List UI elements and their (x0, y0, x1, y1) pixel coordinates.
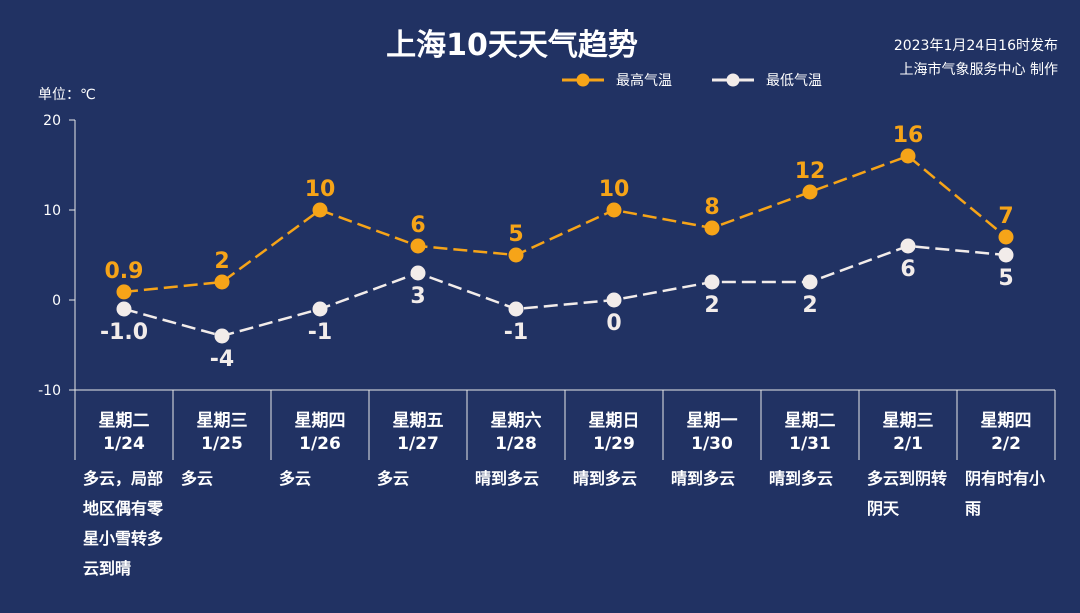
low-temp-point (606, 292, 622, 308)
day-weather: 多云 (181, 469, 214, 488)
unit-label: 单位：℃ (38, 87, 96, 103)
y-tick-label: -10 (38, 383, 61, 399)
day-weekday: 星期四 (294, 411, 346, 431)
high-temp-point (900, 148, 916, 164)
day-date: 1/24 (103, 434, 145, 454)
low-temp-point (998, 247, 1014, 263)
day-date: 1/27 (397, 434, 439, 454)
low-temp-label: 6 (900, 257, 915, 282)
day-weather: 晴到多云 (769, 469, 834, 488)
chart-title: 上海10天天气趋势 (386, 28, 638, 63)
low-temp-line (123, 244, 1007, 338)
day-weather: 晴到多云 (475, 469, 540, 488)
y-tick-label: 10 (43, 203, 61, 219)
low-temp-label: 2 (802, 293, 817, 318)
high-temp-label: 12 (795, 159, 826, 184)
high-temp-label: 7 (998, 204, 1013, 229)
y-tick-label: 0 (52, 293, 61, 309)
day-weekday: 星期二 (784, 411, 836, 431)
low-temp-point (410, 265, 426, 281)
high-temp-point (508, 247, 524, 263)
day-weather: 晴到多云 (573, 469, 638, 488)
issue-info: 2023年1月24日16时发布 上海市气象服务中心 制作 (894, 34, 1058, 82)
high-temp-point (410, 238, 426, 254)
low-temp-point (900, 238, 916, 254)
day-date: 2/2 (991, 434, 1021, 454)
high-temp-label: 8 (704, 195, 719, 220)
low-temp-point (802, 274, 818, 290)
low-temp-label: -1 (504, 320, 528, 345)
day-date: 1/28 (495, 434, 537, 454)
low-temp-point (116, 301, 132, 317)
low-temp-point (508, 301, 524, 317)
legend-high-label: 最高气温 (616, 73, 672, 89)
high-temp-label: 10 (599, 177, 630, 202)
low-temp-label: -4 (210, 347, 234, 372)
legend-low-line-icon (712, 73, 754, 87)
issuer: 上海市气象服务中心 制作 (899, 62, 1058, 78)
day-date: 1/25 (201, 434, 243, 454)
low-temp-label: 3 (410, 284, 425, 309)
day-weather: 晴到多云 (671, 469, 736, 488)
y-tick-label: 20 (43, 113, 61, 129)
day-date: 1/26 (299, 434, 341, 454)
high-temp-point (312, 202, 328, 218)
low-temp-point (312, 301, 328, 317)
high-temp-point (116, 284, 132, 300)
day-date: 1/29 (593, 434, 635, 454)
high-temp-label: 10 (305, 177, 336, 202)
day-weekday: 星期三 (196, 411, 248, 431)
high-temp-label: 16 (893, 123, 924, 148)
day-date: 2/1 (893, 434, 923, 454)
high-temp-point (214, 274, 230, 290)
high-temp-point (606, 202, 622, 218)
high-temp-label: 5 (508, 222, 523, 247)
day-weekday: 星期四 (980, 411, 1032, 431)
high-temp-line (123, 154, 1007, 294)
day-weekday: 星期三 (882, 411, 934, 431)
day-weather: 多云，局部地区偶有零星小雪转多云到晴 (83, 469, 164, 578)
day-weather: 多云 (279, 469, 312, 488)
high-temp-label: 6 (410, 213, 425, 238)
high-temp-point (704, 220, 720, 236)
high-temp-label: 0.9 (105, 259, 144, 284)
day-date: 1/30 (691, 434, 733, 454)
legend-high-line-icon (562, 73, 604, 87)
high-temp-point (802, 184, 818, 200)
day-weekday: 星期五 (392, 411, 444, 431)
legend-item-low: 最低气温 (710, 70, 822, 90)
issue-time: 2023年1月24日16时发布 (893, 38, 1058, 54)
day-weekday: 星期六 (490, 411, 542, 431)
low-temp-point (214, 328, 230, 344)
low-temp-label: -1 (308, 320, 332, 345)
day-weekday: 星期日 (588, 411, 640, 431)
day-weekday: 星期一 (686, 411, 738, 431)
day-weather: 多云 (377, 469, 410, 488)
low-temp-label: -1.0 (100, 320, 148, 345)
low-temp-label: 2 (704, 293, 719, 318)
low-temp-label: 5 (998, 266, 1013, 291)
high-temp-point (998, 229, 1014, 245)
legend-low-label: 最低气温 (766, 73, 822, 89)
day-weekday: 星期二 (98, 411, 150, 431)
low-temp-point (704, 274, 720, 290)
legend-item-high: 最高气温 (560, 70, 672, 90)
day-weather: 阴有时有小雨 (965, 469, 1046, 518)
low-temp-label: 0 (606, 311, 621, 336)
high-temp-label: 2 (214, 249, 229, 274)
day-weather: 多云到阴转阴天 (867, 469, 948, 518)
day-date: 1/31 (789, 434, 831, 454)
